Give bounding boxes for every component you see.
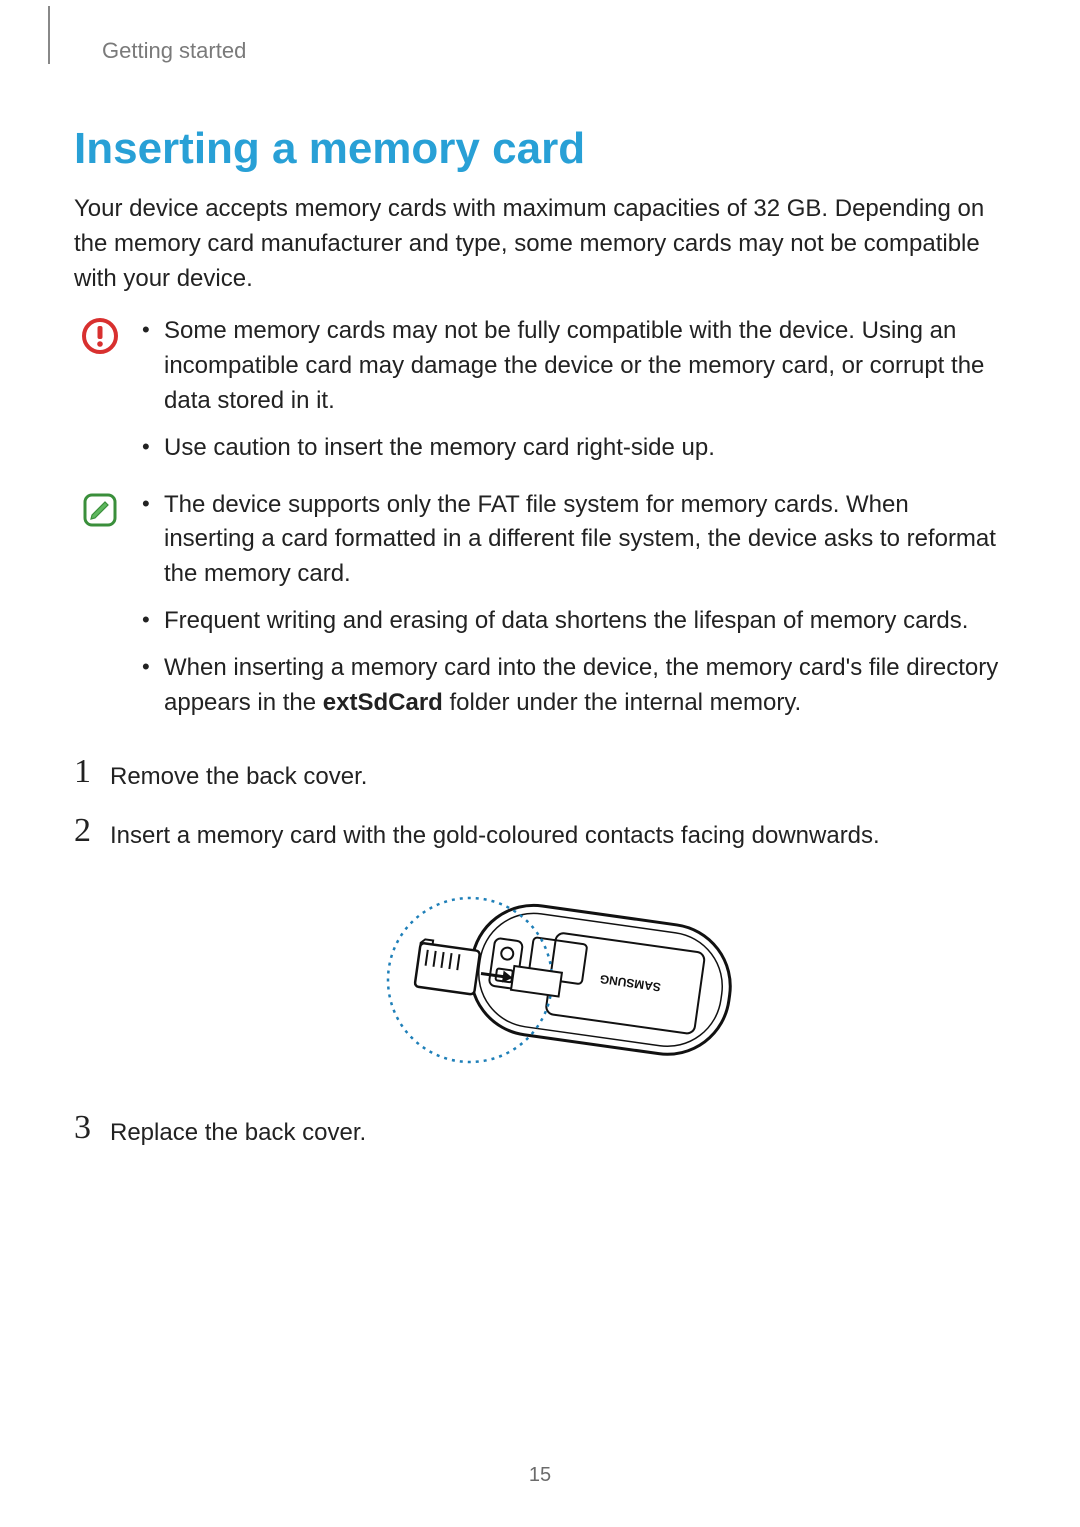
note-item: When inserting a memory card into the de… xyxy=(136,651,1006,721)
memory-card-diagram: SAMSUNG xyxy=(320,872,760,1082)
step-number: 2 xyxy=(74,813,110,849)
step: 3 Replace the back cover. xyxy=(74,1110,1006,1151)
step-text: Replace the back cover. xyxy=(110,1110,1006,1151)
step-text: Remove the back cover. xyxy=(110,754,1006,795)
warning-circle-icon xyxy=(74,314,126,356)
steps-list: 1 Remove the back cover. 2 Insert a memo… xyxy=(74,754,1006,1150)
step: 2 Insert a memory card with the gold-col… xyxy=(74,813,1006,854)
note-item-suffix: folder under the internal memory. xyxy=(443,689,801,716)
step-number: 1 xyxy=(74,754,110,790)
figure-insert-card: SAMSUNG xyxy=(74,872,1006,1082)
note-item: The device supports only the FAT file sy… xyxy=(136,488,1006,592)
header-rule xyxy=(48,6,50,64)
step: 1 Remove the back cover. xyxy=(74,754,1006,795)
note-item-bold: extSdCard xyxy=(323,689,443,716)
note-item: Frequent writing and erasing of data sho… xyxy=(136,604,1006,639)
page-number: 15 xyxy=(0,1464,1080,1487)
step-text: Insert a memory card with the gold-colou… xyxy=(110,813,1006,854)
page-title: Inserting a memory card xyxy=(74,124,1006,174)
note-list: The device supports only the FAT file sy… xyxy=(136,488,1006,721)
intro-paragraph: Your device accepts memory cards with ma… xyxy=(74,192,1006,296)
note-pencil-icon xyxy=(74,488,126,530)
step-number: 3 xyxy=(74,1110,110,1146)
note-callout: The device supports only the FAT file sy… xyxy=(74,488,1006,733)
warning-item: Use caution to insert the memory card ri… xyxy=(136,431,1006,466)
warning-list: Some memory cards may not be fully compa… xyxy=(136,314,1006,465)
warning-callout: Some memory cards may not be fully compa… xyxy=(74,314,1006,477)
warning-item: Some memory cards may not be fully compa… xyxy=(136,314,1006,418)
section-label: Getting started xyxy=(102,38,1006,64)
